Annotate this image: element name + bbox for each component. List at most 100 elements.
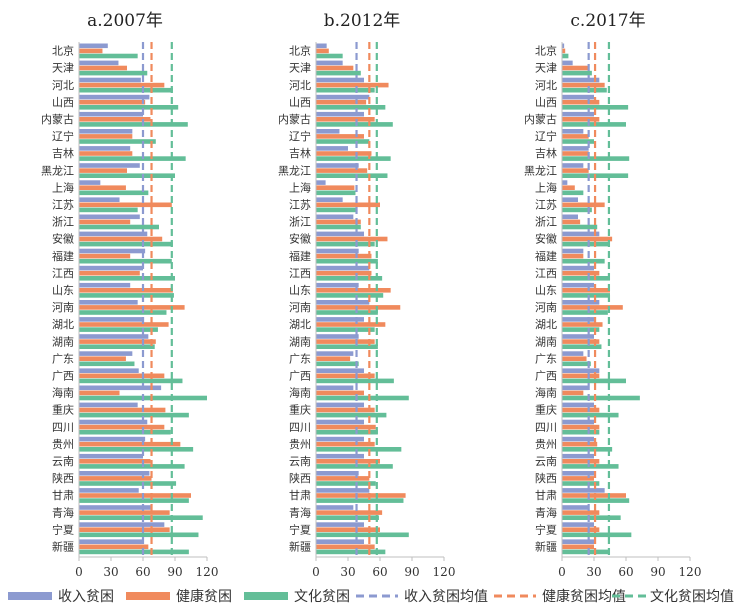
bar [79,77,141,83]
category-label: 安徽 [52,232,74,246]
bar [316,407,375,413]
bar [316,310,378,315]
bar [79,412,189,418]
bar [316,146,348,151]
bar [562,390,584,396]
bar [316,317,364,322]
bar [316,105,386,110]
bar [316,87,375,93]
category-label: 福建 [289,249,311,263]
bar [562,134,589,139]
bar [316,139,370,144]
bar [316,173,388,178]
bar [316,481,376,486]
bar [79,258,172,264]
category-label: 云南 [535,455,557,468]
bar [316,231,364,237]
bar [79,419,148,425]
legend-item-health: 健康贫困 [126,588,232,605]
charts-canvas: a.2007年北京天津河北山西内蒙古辽宁吉林黑龙江上海江苏浙江安徽福建江西山东河… [41,11,701,579]
bar [562,351,584,356]
bar [79,356,126,361]
bar [79,385,162,391]
bar [316,385,354,391]
bar [79,111,143,117]
bar [562,527,600,532]
bar [316,334,359,339]
category-label: 黑龙江 [41,164,74,177]
bar [562,258,605,264]
bar [562,70,592,76]
category-label: 江苏 [289,198,311,211]
bar [79,453,143,459]
bar [79,522,165,527]
bar [316,94,370,100]
bar [562,464,619,469]
legend-label-income-mean: 收入贫困均值 [404,589,488,605]
bar [316,48,329,54]
bar [79,129,133,134]
bar [316,270,372,276]
bar [79,288,173,293]
bar [79,146,131,151]
bar [79,344,155,349]
bar [79,190,149,196]
bar [562,224,598,230]
bar [562,344,602,349]
bar [562,322,603,327]
bar [562,471,594,476]
bar [562,293,610,298]
bar [79,481,177,486]
bar [316,197,343,202]
legend-label-health-mean: 健康贫困均值 [542,588,626,605]
bar [316,60,343,66]
bar [79,139,156,144]
bar [562,65,589,71]
bar [562,168,589,173]
bar [316,241,375,247]
bar [316,322,386,327]
category-label: 云南 [52,455,74,468]
x-tick-label: 120 [196,565,219,579]
bar [316,390,364,396]
category-label: 湖南 [52,335,74,348]
category-label: 福建 [535,249,557,263]
bar [79,459,151,464]
legend-label-income: 收入贫困 [58,589,114,605]
bar [79,539,143,544]
x-tick-label: 0 [312,565,320,579]
bar [562,94,594,100]
bar [79,293,174,298]
bar [79,207,138,213]
category-label: 内蒙古 [41,112,74,126]
bar [562,219,581,225]
category-label: 山西 [289,96,311,109]
bar [562,236,613,242]
bar [562,111,594,117]
category-label: 海南 [289,386,311,400]
bar [79,515,203,520]
bar [316,419,364,425]
bar [79,219,131,225]
bar [562,549,610,555]
bar [562,43,565,49]
category-label: 青海 [535,505,557,519]
bar [316,276,383,281]
category-label: 山东 [52,284,74,297]
bar [79,173,175,178]
bar [316,185,355,190]
bar [79,185,126,190]
bar [316,447,402,452]
bar [316,70,361,76]
bar [562,180,568,185]
bar [79,327,158,332]
x-tick-label: 0 [558,565,566,579]
bar [562,481,600,486]
x-tick-label: 60 [618,565,633,579]
bar [79,60,119,66]
bar [562,544,594,550]
category-label: 广西 [289,369,311,382]
category-label: 浙江 [52,216,74,229]
bar [316,361,359,367]
chart-title: a.2007年 [87,11,163,31]
